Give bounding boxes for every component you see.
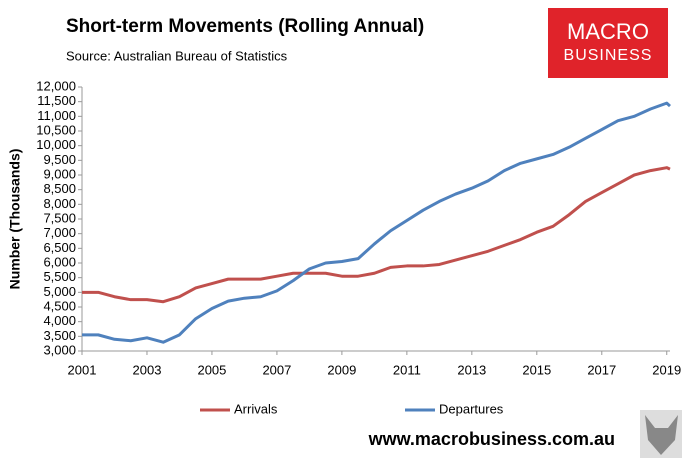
legend-label: Departures (439, 401, 504, 416)
logo-text: MACRO (567, 19, 649, 44)
footer-url: www.macrobusiness.com.au (368, 429, 615, 449)
x-tick-label: 2003 (133, 362, 162, 377)
chart-title: Short-term Movements (Rolling Annual) (66, 16, 424, 37)
y-tick-label: 6,000 (43, 254, 76, 269)
logo-text: BUSINESS (564, 47, 653, 64)
x-tick-label: 2019 (652, 362, 681, 377)
x-tick-label: 2009 (327, 362, 356, 377)
y-tick-label: 9,000 (43, 166, 76, 181)
y-tick-label: 5,000 (43, 284, 76, 299)
y-tick-label: 7,000 (43, 225, 76, 240)
y-tick-label: 12,000 (36, 78, 76, 93)
x-tick-label: 2017 (587, 362, 616, 377)
y-tick-label: 4,000 (43, 313, 76, 328)
x-tick-label: 2011 (393, 362, 421, 377)
x-tick-label: 2015 (522, 362, 551, 377)
y-tick-label: 3,500 (43, 328, 76, 343)
chart-subtitle: Source: Australian Bureau of Statistics (66, 48, 288, 63)
y-tick-label: 11,500 (37, 93, 76, 108)
x-tick-label: 2001 (68, 362, 97, 377)
series-line (82, 101, 672, 344)
legend-label: Arrivals (234, 401, 278, 416)
y-tick-label: 8,500 (43, 181, 76, 196)
y-tick-label: 7,500 (43, 210, 76, 225)
wolf-icon (640, 410, 682, 458)
y-tick-label: 3,000 (43, 342, 76, 357)
series-line (82, 166, 671, 304)
y-tick-label: 6,500 (43, 240, 76, 255)
x-tick-label: 2013 (457, 362, 486, 377)
x-tick-label: 2007 (262, 362, 291, 377)
y-tick-label: 10,000 (36, 137, 76, 152)
y-axis-label: Number (Thousands) (7, 149, 23, 290)
logo-box (548, 8, 668, 78)
y-tick-label: 9,500 (43, 152, 76, 167)
y-tick-label: 10,500 (36, 122, 76, 137)
y-tick-label: 8,000 (43, 196, 76, 211)
x-tick-label: 2005 (197, 362, 226, 377)
y-tick-label: 11,000 (37, 108, 76, 123)
y-tick-label: 4,500 (43, 298, 76, 313)
y-tick-label: 5,500 (43, 269, 76, 284)
